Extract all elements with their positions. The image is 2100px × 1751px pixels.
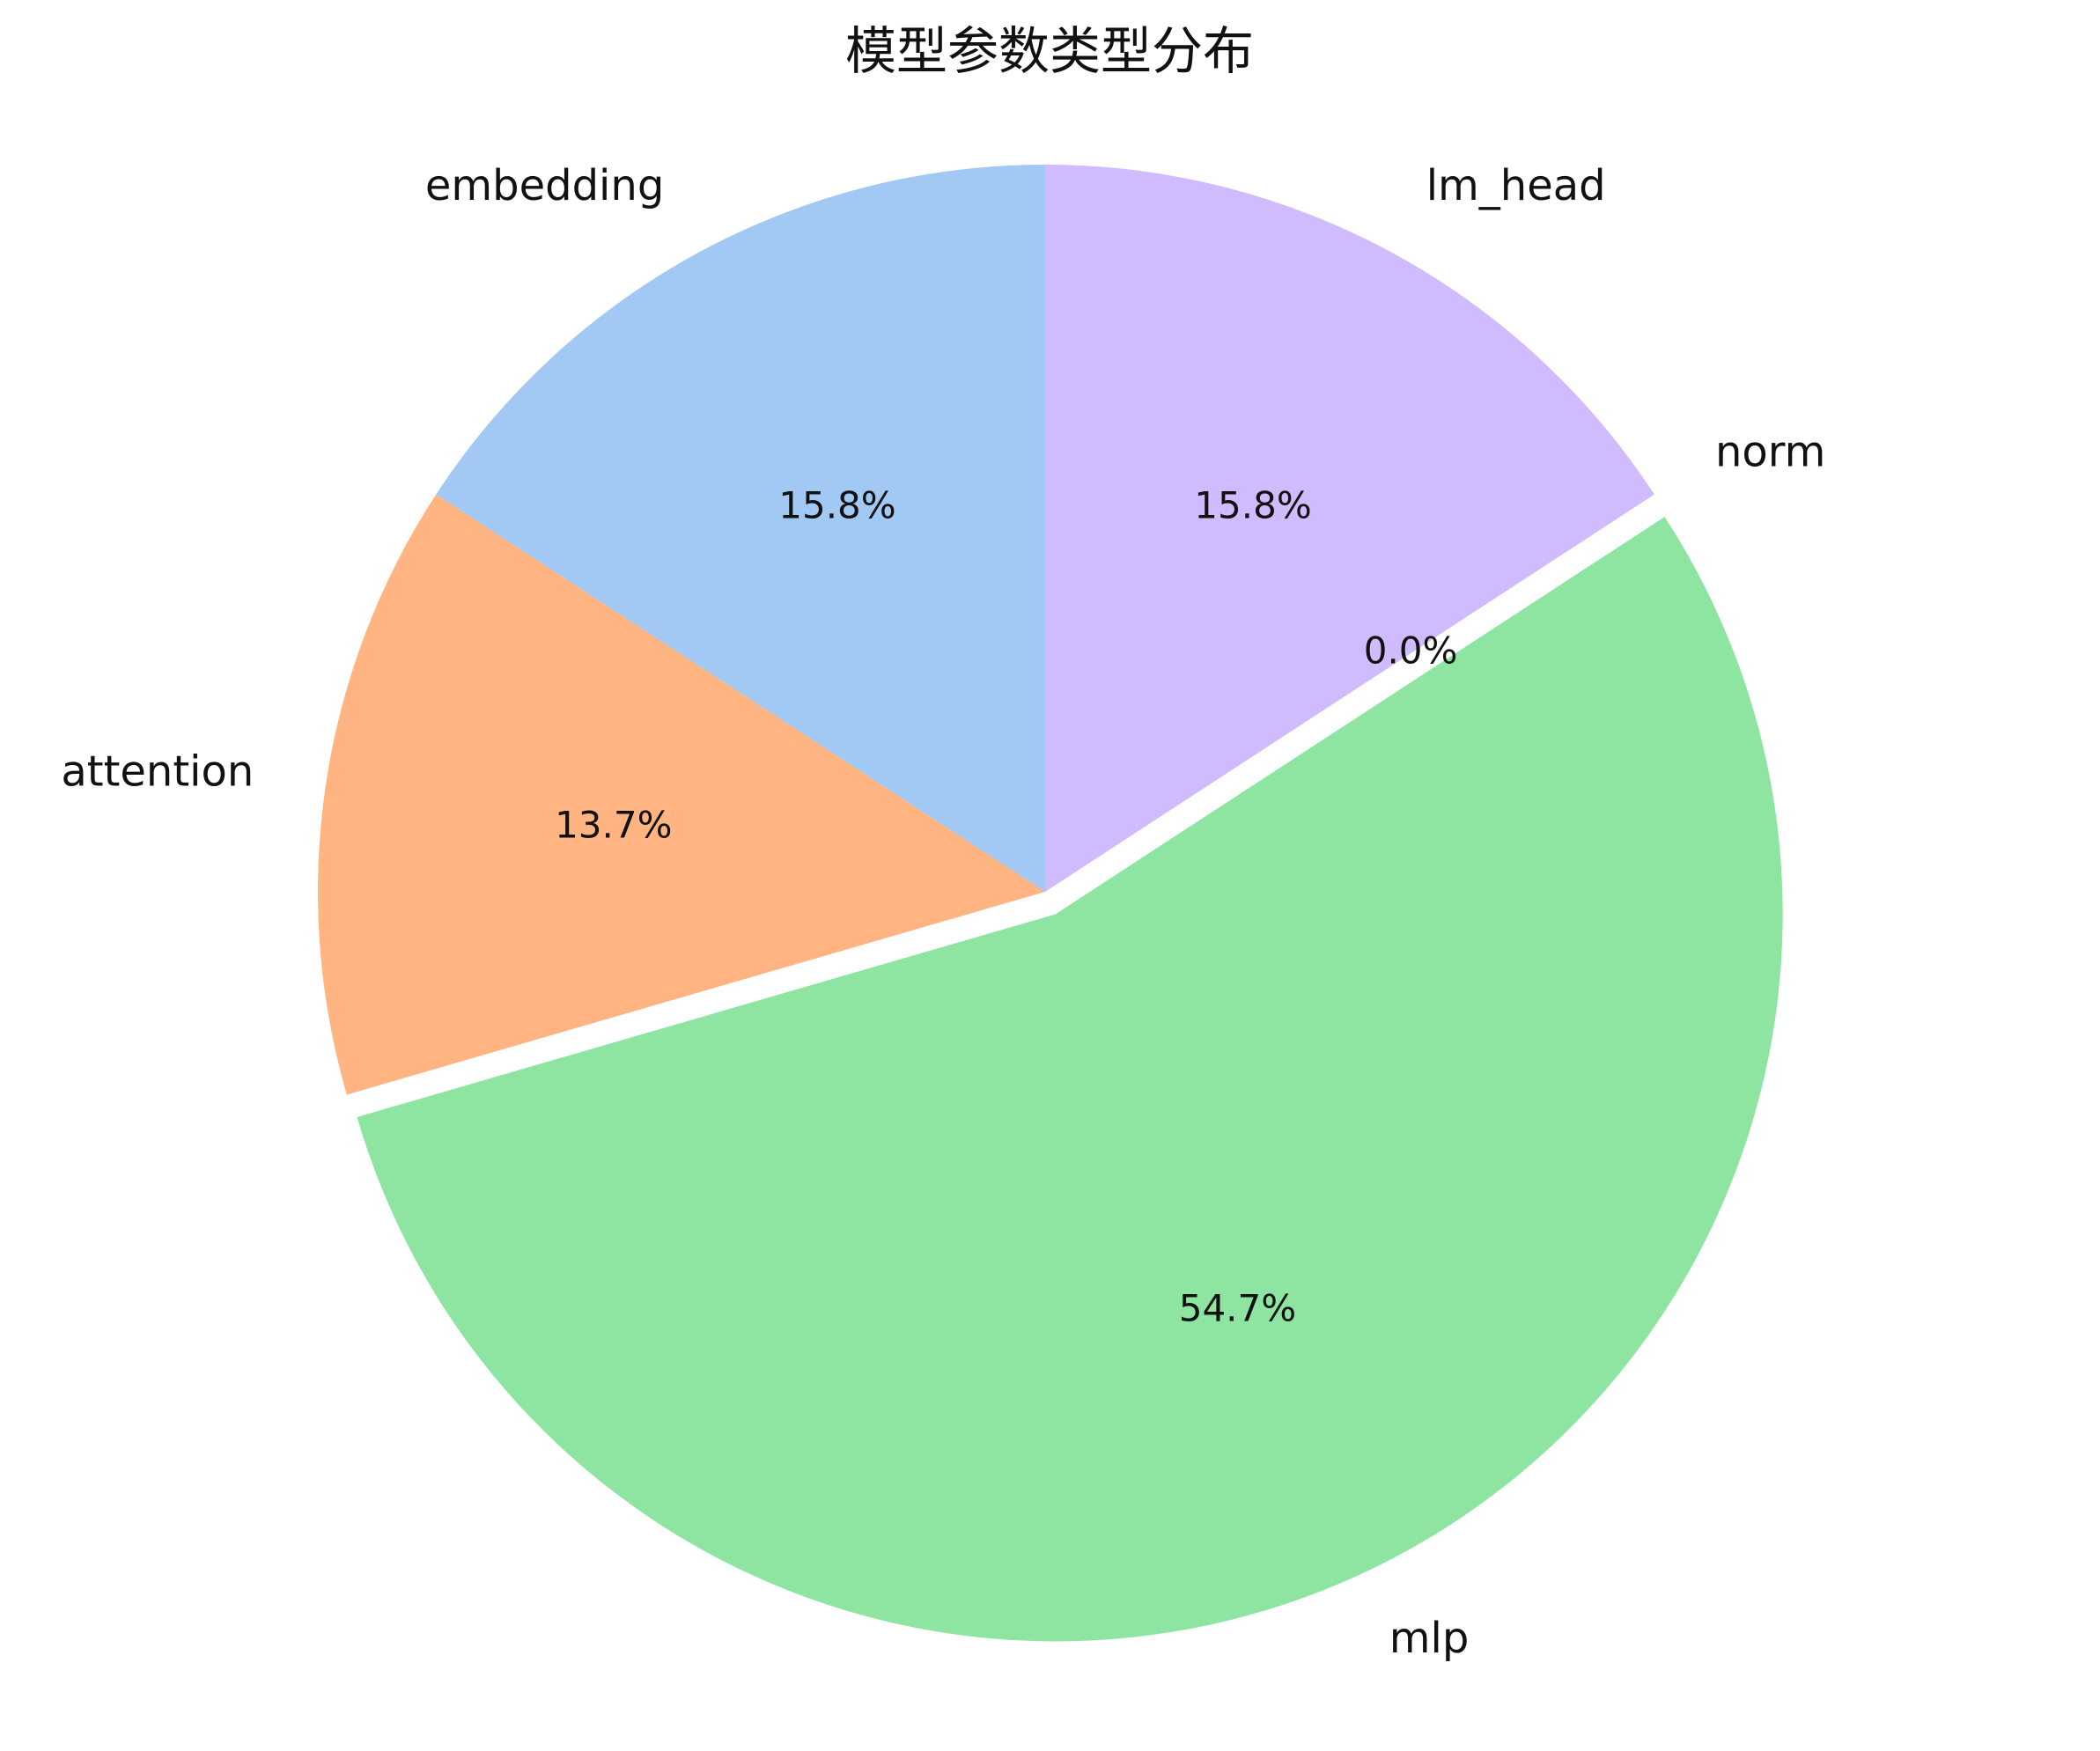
chart-title: 模型参数类型分布 <box>845 21 1254 81</box>
slice-label-attention: attention <box>61 747 254 796</box>
slice-percent-embedding: 15.8% <box>778 484 895 527</box>
slice-percent-attention: 13.7% <box>555 804 672 847</box>
slice-percent-lm-head: 15.8% <box>1194 484 1311 527</box>
slice-label-embedding: embedding <box>425 161 664 210</box>
slice-label-norm: norm <box>1715 428 1825 477</box>
slice-label-mlp: mlp <box>1389 1614 1470 1663</box>
pie-slices <box>318 165 1783 1641</box>
slice-percent-norm: 0.0% <box>1364 629 1458 673</box>
slice-percent-mlp: 54.7% <box>1179 1286 1296 1329</box>
slice-label-lm-head: lm_head <box>1426 161 1606 210</box>
